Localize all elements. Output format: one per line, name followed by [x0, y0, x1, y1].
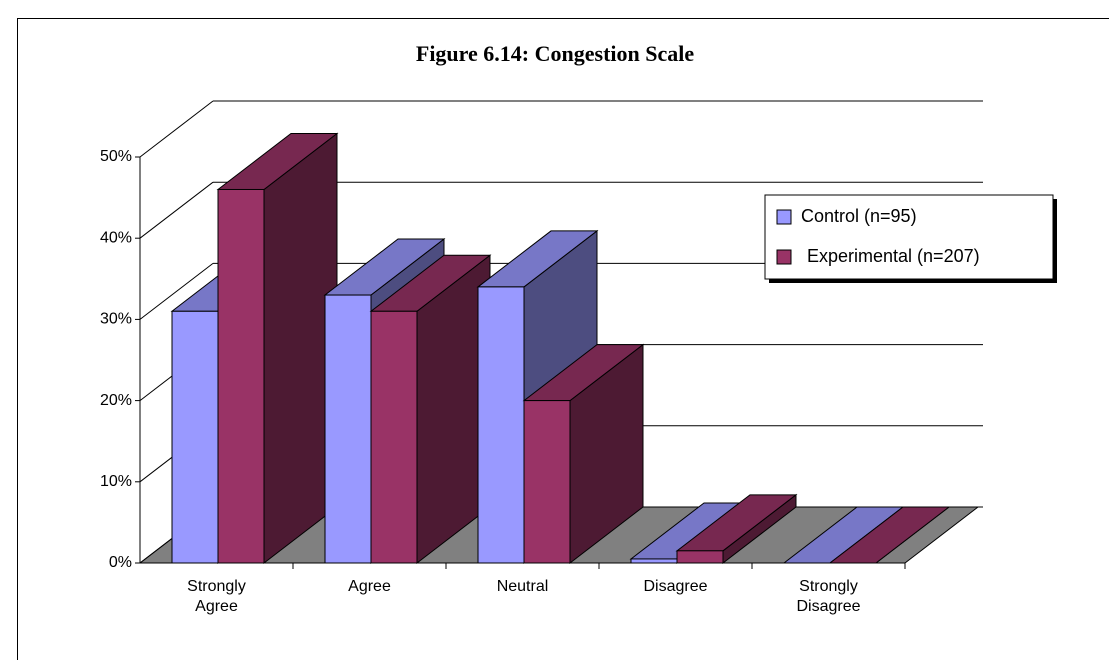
grid-line — [139, 263, 214, 320]
y-tick-label: 20% — [100, 392, 132, 409]
bar — [324, 294, 372, 564]
y-tick-label: 50% — [100, 148, 132, 165]
grid-line — [139, 100, 214, 158]
x-tick-label: Disagree — [643, 578, 708, 595]
bar — [676, 550, 724, 564]
legend-swatch — [776, 249, 792, 265]
bar-top — [828, 506, 951, 564]
y-tick-label: 10% — [100, 473, 132, 490]
y-tick-label: 0% — [109, 554, 132, 571]
legend-label: Experimental (n=207) — [807, 246, 980, 266]
bar — [370, 310, 418, 564]
x-tick-label: Agree — [348, 578, 391, 595]
y-tick-label: 40% — [100, 229, 132, 246]
bar — [630, 558, 678, 564]
bar — [523, 400, 571, 564]
chart-title: Figure 6.14: Congestion Scale — [416, 41, 694, 66]
legend-label: Control (n=95) — [801, 206, 917, 226]
bar — [171, 310, 219, 564]
x-tick-label: Strongly Disagree — [796, 578, 861, 615]
x-tick-label: Strongly Agree — [187, 578, 246, 615]
legend — [764, 194, 1054, 280]
bar — [217, 188, 265, 564]
bar — [477, 286, 525, 564]
y-tick-label: 30% — [100, 311, 132, 328]
legend-swatch — [776, 209, 792, 225]
grid-line — [139, 181, 214, 239]
x-tick-label: Neutral — [496, 578, 549, 595]
